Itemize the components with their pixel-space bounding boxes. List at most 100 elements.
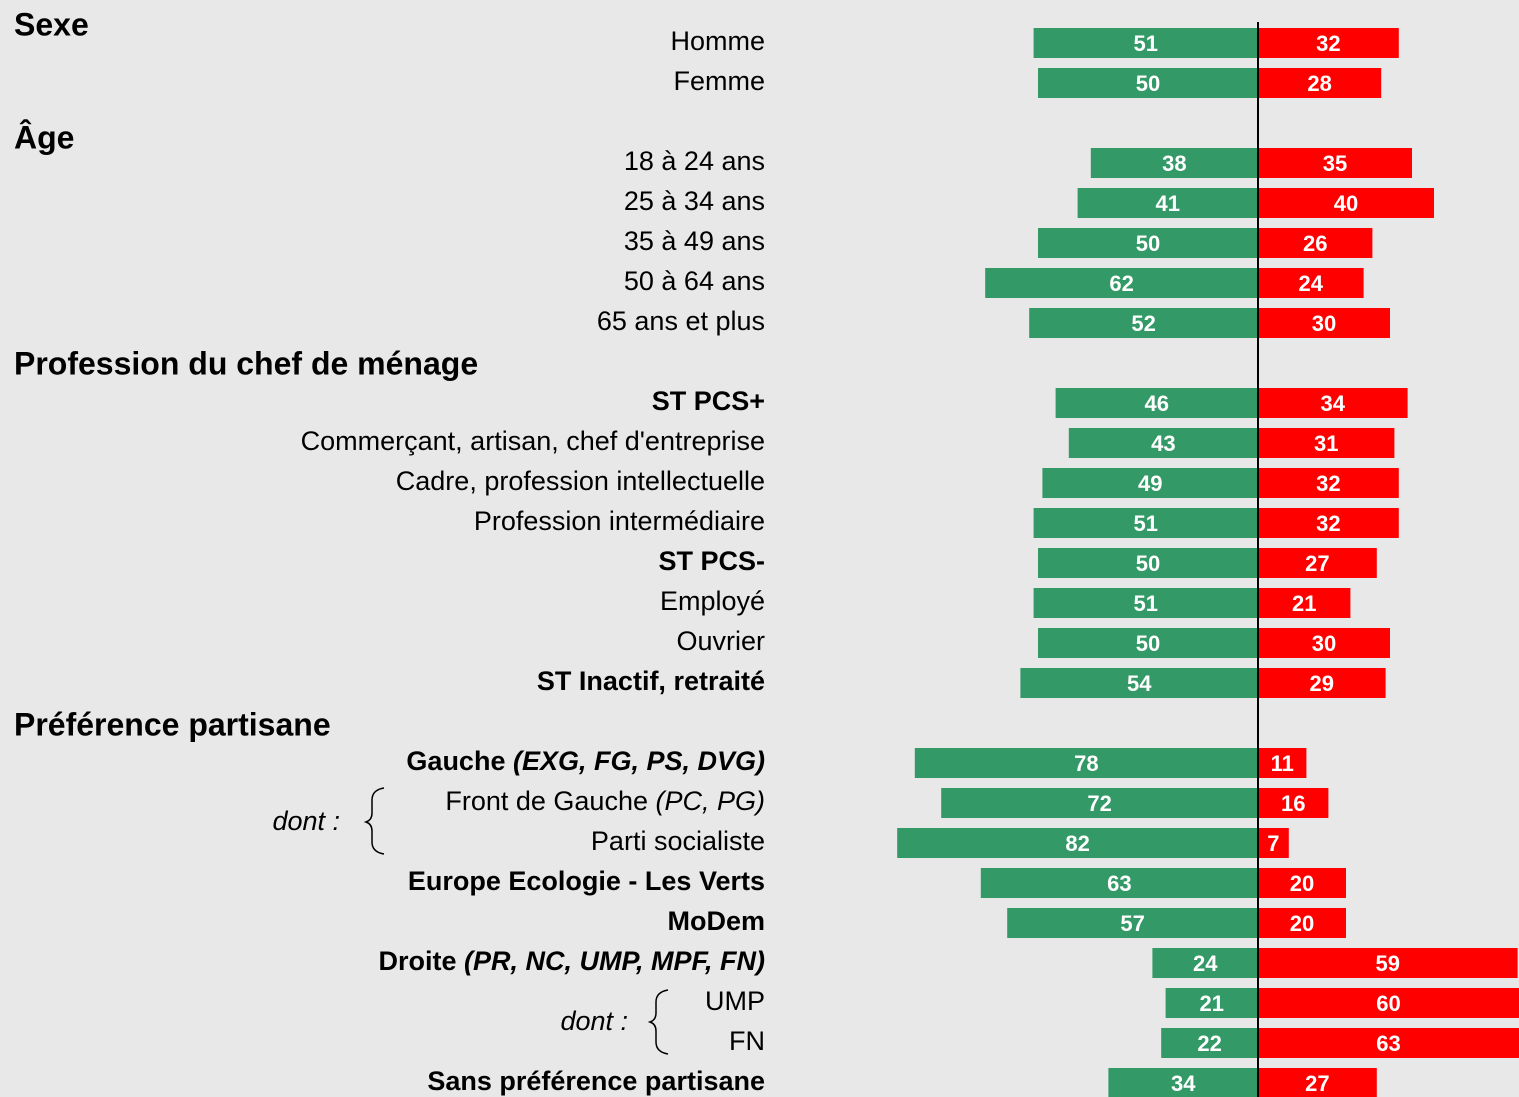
category-label: Cadre, profession intellectuelle xyxy=(396,466,765,496)
value-label: 62 xyxy=(1109,271,1133,296)
bar xyxy=(1258,188,1434,218)
bar xyxy=(1258,868,1346,898)
bar xyxy=(941,788,1258,818)
bar xyxy=(1258,468,1399,498)
value-label: 60 xyxy=(1376,991,1400,1016)
value-label: 26 xyxy=(1303,231,1327,256)
value-label: 49 xyxy=(1138,471,1162,496)
bar xyxy=(1258,548,1377,578)
bar xyxy=(1108,1068,1258,1097)
bar xyxy=(1258,28,1399,58)
value-label: 32 xyxy=(1316,31,1340,56)
value-label: 34 xyxy=(1321,391,1346,416)
value-label: 51 xyxy=(1134,511,1158,536)
value-label: 38 xyxy=(1162,151,1186,176)
value-label: 11 xyxy=(1271,751,1294,776)
category-label: Europe Ecologie - Les Verts xyxy=(408,866,765,896)
bar xyxy=(1165,988,1258,1018)
category-label: Parti socialiste xyxy=(591,826,765,856)
category-text: Front de Gauche xyxy=(445,786,655,816)
category-text: Gauche xyxy=(406,746,513,776)
bar xyxy=(1258,68,1382,98)
annotation: dont : xyxy=(272,806,340,836)
bar xyxy=(1038,68,1258,98)
value-label: 72 xyxy=(1087,791,1111,816)
bar xyxy=(1258,588,1351,618)
bar xyxy=(1258,1028,1519,1058)
value-label: 41 xyxy=(1156,191,1180,216)
category-label: FN xyxy=(729,1026,765,1056)
category-label: ST PCS+ xyxy=(652,386,765,416)
value-label: 7 xyxy=(1267,831,1279,856)
bar xyxy=(1258,668,1386,698)
value-label: 40 xyxy=(1334,191,1358,216)
bar xyxy=(1033,508,1258,538)
category-label: Femme xyxy=(673,66,765,96)
value-label: 21 xyxy=(1292,591,1316,616)
category-label: Front de Gauche (PC, PG) xyxy=(445,786,765,816)
bar xyxy=(1258,308,1390,338)
value-label: 16 xyxy=(1281,791,1305,816)
value-label: 20 xyxy=(1290,911,1314,936)
brace xyxy=(647,989,669,1055)
category-label: Homme xyxy=(670,26,765,56)
value-label: 51 xyxy=(1134,591,1158,616)
bar xyxy=(1090,148,1258,178)
annotation: dont : xyxy=(560,1006,628,1036)
value-label: 31 xyxy=(1314,431,1338,456)
category-label: 25 à 34 ans xyxy=(624,186,765,216)
value-label: 57 xyxy=(1120,911,1144,936)
value-label: 50 xyxy=(1136,551,1160,576)
category-label: Gauche (EXG, FG, PS, DVG) xyxy=(406,746,765,776)
value-label: 82 xyxy=(1065,831,1089,856)
bar xyxy=(1038,628,1258,658)
category-label: Employé xyxy=(660,586,765,616)
bar xyxy=(1042,468,1258,498)
bar xyxy=(914,748,1258,778)
bar xyxy=(985,268,1258,298)
bar xyxy=(1055,388,1258,418)
value-label: 50 xyxy=(1136,631,1160,656)
value-label: 63 xyxy=(1376,1031,1400,1056)
bar xyxy=(1007,908,1258,938)
category-note: (EXG, FG, PS, DVG) xyxy=(513,746,765,776)
bar xyxy=(1038,228,1258,258)
bar xyxy=(1020,668,1258,698)
value-label: 28 xyxy=(1307,71,1331,96)
bar xyxy=(1258,388,1408,418)
category-label: 65 ans et plus xyxy=(597,306,765,336)
category-note: (PC, PG) xyxy=(655,786,765,816)
bar xyxy=(1033,28,1258,58)
bar xyxy=(1258,908,1346,938)
value-label: 20 xyxy=(1290,871,1314,896)
value-label: 22 xyxy=(1197,1031,1221,1056)
section-title: Âge xyxy=(14,119,74,155)
value-label: 50 xyxy=(1136,231,1160,256)
value-label: 46 xyxy=(1145,391,1169,416)
value-label: 43 xyxy=(1151,431,1175,456)
section-title: Profession du chef de ménage xyxy=(14,345,478,381)
value-label: 34 xyxy=(1171,1071,1196,1096)
category-label: ST Inactif, retraité xyxy=(537,666,765,696)
bar xyxy=(1038,548,1258,578)
category-label: 18 à 24 ans xyxy=(624,146,765,176)
bar xyxy=(1258,1068,1377,1097)
bar xyxy=(1077,188,1258,218)
category-label: MoDem xyxy=(667,906,765,936)
value-label: 30 xyxy=(1312,311,1336,336)
category-label: UMP xyxy=(705,986,765,1016)
value-label: 32 xyxy=(1316,471,1340,496)
bar xyxy=(1161,1028,1258,1058)
category-label: Sans préférence partisane xyxy=(427,1066,765,1096)
value-label: 50 xyxy=(1136,71,1160,96)
value-label: 30 xyxy=(1312,631,1336,656)
bar xyxy=(1029,308,1258,338)
bar xyxy=(1033,588,1258,618)
category-label: Profession intermédiaire xyxy=(474,506,765,536)
bar xyxy=(1258,268,1364,298)
category-note: (PR, NC, UMP, MPF, FN) xyxy=(464,946,765,976)
value-label: 78 xyxy=(1074,751,1098,776)
category-label: Ouvrier xyxy=(676,626,765,656)
bar xyxy=(897,828,1258,858)
bar xyxy=(980,868,1258,898)
